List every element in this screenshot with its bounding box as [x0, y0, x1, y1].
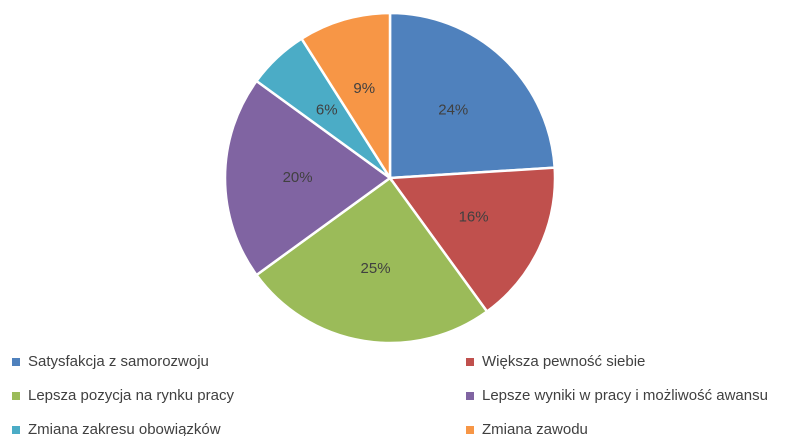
data-label: 25%	[361, 260, 391, 277]
legend-label: Lepsza pozycja na rynku pracy	[28, 387, 234, 404]
pie-slice	[223, 79, 393, 277]
legend-label: Zmiana zakresu obowiązków	[28, 421, 221, 436]
pie-slice	[388, 11, 557, 180]
legend-label: Lepsze wyniki w pracy i możliwość awansu	[482, 387, 768, 404]
pie-slice	[387, 166, 557, 314]
legend-label: Satysfakcja z samorozwoju	[28, 353, 209, 370]
data-label: 20%	[283, 169, 313, 186]
pie-slice	[254, 176, 489, 345]
pie-slice	[299, 11, 392, 183]
legend-label: Zmiana zawodu	[482, 421, 588, 436]
legend-label: Większa pewność siebie	[482, 353, 645, 370]
legend-swatch	[12, 358, 20, 366]
legend-swatch	[12, 426, 20, 434]
legend-swatch	[466, 392, 474, 400]
legend-swatch	[466, 358, 474, 366]
data-label: 6%	[316, 102, 338, 119]
data-label: 9%	[353, 80, 375, 97]
legend-swatch	[12, 392, 20, 400]
data-label: 24%	[438, 102, 468, 119]
data-label: 16%	[459, 208, 489, 225]
legend-swatch	[466, 426, 474, 434]
